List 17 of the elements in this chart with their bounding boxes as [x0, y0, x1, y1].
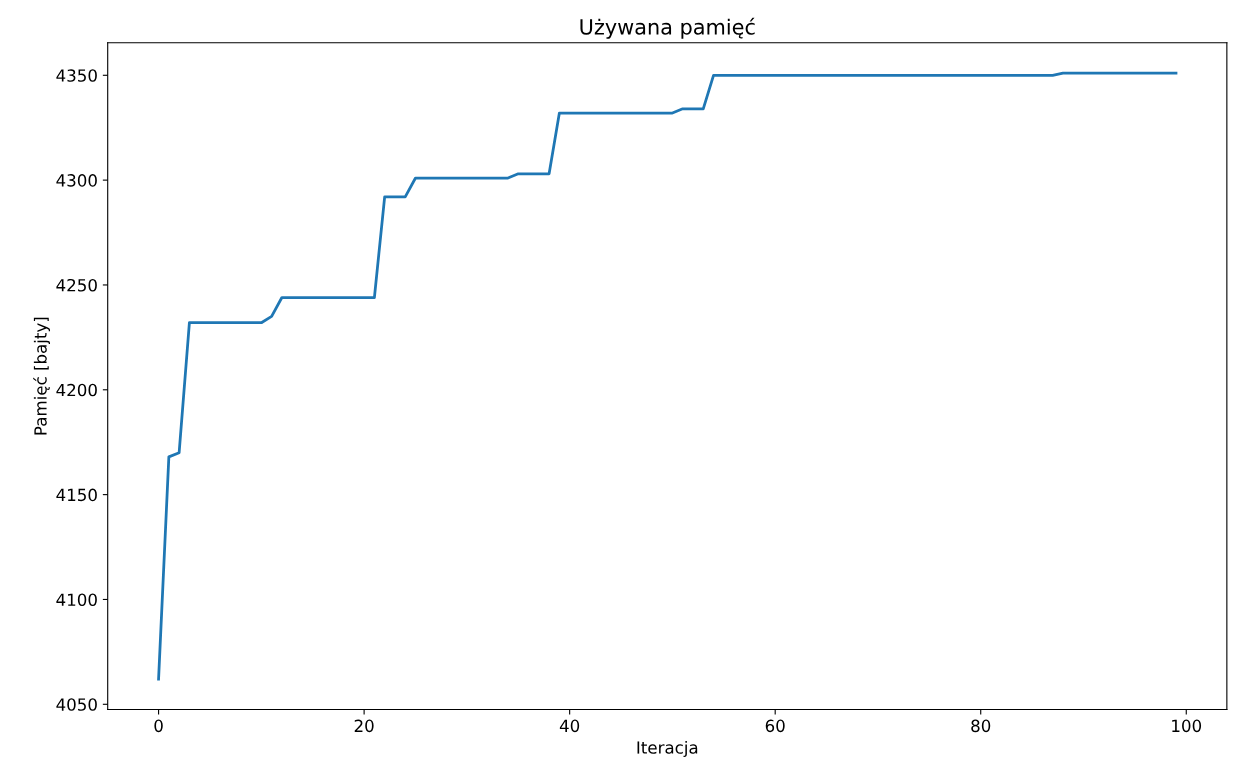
x-tick-label: 20 — [354, 719, 374, 733]
x-tick-label: 0 — [154, 719, 163, 733]
x-axis-title: Iteracja — [637, 740, 698, 758]
y-tick-label: 4100 — [56, 593, 97, 607]
y-tick-label: 4350 — [56, 69, 97, 82]
x-tick-label: 40 — [559, 719, 580, 733]
chart-title: Używana pamięć — [580, 17, 755, 39]
y-tick-label: 4250 — [56, 278, 97, 292]
x-tick-label: 100 — [1172, 719, 1202, 733]
y-axis-title: Pamięć [bajty] — [33, 317, 51, 435]
y-tick-label: 4150 — [56, 488, 97, 502]
y-tick-label: 4300 — [56, 174, 97, 187]
x-tick-label: 60 — [765, 719, 785, 733]
x-tick-label: 80 — [971, 719, 991, 733]
line-series — [157, 71, 1178, 681]
y-tick-label: 4050 — [56, 698, 97, 711]
y-tick-label: 4200 — [56, 383, 97, 397]
